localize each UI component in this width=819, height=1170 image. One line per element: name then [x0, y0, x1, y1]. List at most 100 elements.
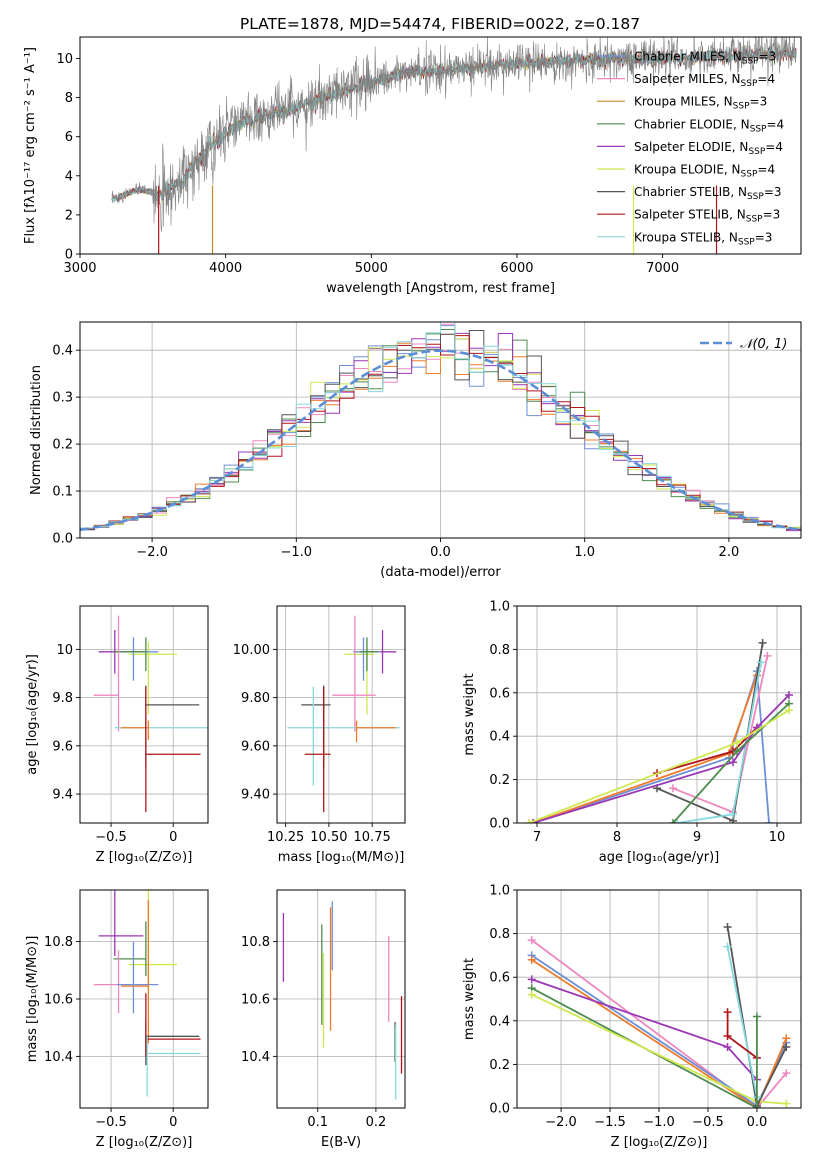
weight_vs_Z-xtick-label: −0.5	[692, 1115, 724, 1130]
mass_vs_Z-plot-area	[93, 890, 201, 1097]
mass-weight-marker	[752, 1012, 761, 1021]
mass-weight-marker	[765, 819, 773, 823]
mass-weight-line	[656, 642, 764, 823]
mass-weight-marker	[763, 651, 772, 660]
weight_vs_Z-plot-area	[527, 923, 791, 1108]
mass_vs_Z-ylabel: mass [log₁₀(M/M⊙)]	[25, 936, 40, 1063]
mass_vs_ebv-ytick-label: 10.4	[241, 1050, 270, 1065]
weight_vs_age-ytick-label: 1.0	[489, 600, 510, 615]
age_vs_Z-ytick-label: 9.8	[52, 691, 73, 706]
age_vs_mass-xtick-label: 10.75	[354, 830, 391, 845]
weight_vs_age-frame	[516, 605, 802, 824]
weight_vs_age-xtick-label: 8	[613, 830, 621, 845]
weight_vs_age-ytick-label: 0.4	[489, 730, 510, 745]
mass-weight-marker	[758, 638, 767, 647]
errorbar-point	[145, 1019, 200, 1065]
mass-weight-marker	[529, 819, 537, 823]
legend-entry-nssp: =4	[765, 140, 783, 154]
legend-entry: Salpeter MILES, NSSP=4	[634, 72, 775, 89]
legend-entry-name: Kroupa ELODIE, N	[634, 163, 741, 177]
residuals-ytick-label: 0.3	[52, 391, 73, 406]
residuals-ytick-label: 0.2	[52, 438, 73, 453]
mass_vs_ebv-xtick-label: 0.1	[307, 1115, 328, 1130]
residuals-xtick-label: 1.0	[574, 545, 595, 560]
legend-entry-subscript: SSP	[738, 237, 755, 247]
mass-weight-line	[532, 675, 758, 823]
weight_vs_age-xlabel: age [log₁₀(age/yr)]	[599, 850, 720, 865]
legend-entry-subscript: SSP	[733, 102, 750, 112]
residuals-xtick-label: 2.0	[719, 545, 740, 560]
age_vs_mass-plot-area	[287, 615, 400, 813]
spectrum-ytick-label: 8	[65, 91, 73, 106]
mass_vs_ebv-ytick-label: 10.6	[241, 993, 270, 1008]
age_vs_mass-frame	[276, 605, 406, 824]
errorbar-point	[128, 642, 177, 715]
spectrum-xtick-label: 3000	[63, 261, 96, 276]
mass-weight-marker	[723, 1042, 732, 1051]
weight_vs_age-ylabel: mass weight	[462, 673, 477, 755]
age_vs_Z-frame	[79, 605, 209, 824]
legend-entry-name: Salpeter MILES, N	[634, 72, 741, 86]
legend-entry-subscript: SSP	[747, 192, 764, 202]
mass-weight-marker	[785, 706, 793, 715]
weight_vs_age-ytick-label: 0.8	[489, 643, 510, 658]
spectrum-xlabel: wavelength [Angstrom, rest frame]	[326, 281, 555, 296]
age_vs_Z-ytick-label: 9.4	[52, 788, 73, 803]
legend-entry-nssp: =4	[757, 72, 775, 86]
mass_vs_Z-panel: −0.5 0 10.4 10.6 10.8 Z [log₁₀(Z/Z⊙)] mass [lo…	[25, 889, 209, 1150]
age_vs_Z-plot-area	[93, 615, 208, 813]
spectrum-xtick-label: 7000	[646, 261, 679, 276]
legend-entry-name: Kroupa MILES, N	[634, 95, 733, 109]
spectrum-ylabel: Flux [fλ10⁻¹⁷ erg cm⁻² s⁻¹ A⁻¹]	[23, 47, 38, 244]
residuals-xtick-label: −1.0	[281, 545, 313, 560]
mass-weight-marker	[527, 990, 536, 999]
weight_vs_age-plot-area	[525, 638, 793, 823]
mass-weight-marker	[757, 658, 765, 667]
age_vs_Z-panel: −0.5 0 9.4 9.6 9.8 10 Z [log₁₀(Z/Z⊙)] age [log₁…	[25, 605, 209, 865]
spectrum-ytick-label: 6	[65, 130, 73, 145]
legend-entry-name: Chabrier STELIB, N	[634, 185, 747, 199]
age_vs_mass-ytick-label: 9.40	[241, 788, 270, 803]
spectrum-ytick-label: 10	[56, 52, 73, 67]
legend-entry-nssp: =3	[759, 50, 777, 64]
legend-entry-subscript: SSP	[742, 57, 759, 67]
residuals-xtick-label: −2.0	[136, 545, 168, 560]
weight_vs_age-ytick-label: 0.6	[489, 686, 510, 701]
mass_vs_ebv-plot-area	[282, 901, 403, 1100]
legend-entry-subscript: SSP	[748, 147, 765, 157]
weight_vs_Z-panel: −2.0 −1.5 −1.0 −0.5 0.0 0.0 0.2 0.4 0.6 0.8 1.0 Z […	[462, 884, 802, 1150]
legend-entry: Kroupa ELODIE, NSSP=4	[634, 163, 775, 180]
mass-weight-marker	[752, 1104, 761, 1108]
legend-entry-nssp: =3	[750, 95, 768, 109]
mass-weight-marker	[723, 1032, 732, 1041]
age_vs_mass-ytick-label: 10.00	[233, 643, 270, 658]
legend-entry-name: Salpeter STELIB, N	[634, 208, 746, 222]
age_vs_mass-panel: 10.25 10.50 10.75 9.40 9.60 9.80 10.00 mass [lo…	[233, 605, 406, 865]
figure-title: PLATE=1878, MJD=54474, FIBERID=0022, z=0…	[240, 15, 640, 33]
weight_vs_age-xtick-label: 10	[769, 830, 786, 845]
residuals-plot-area	[80, 322, 801, 532]
weight_vs_Z-xtick-label: −2.0	[545, 1115, 577, 1130]
residuals-ylabel: Normed distribution	[29, 365, 44, 495]
residuals-ytick-label: 0.1	[52, 485, 73, 500]
errorbar-point	[93, 615, 120, 732]
weight_vs_Z-ytick-label: 1.0	[489, 884, 510, 899]
mass-weight-marker	[782, 1034, 791, 1043]
spectrum-panel: 3000 4000 5000 6000 7000 0 2 4 6 8 10 wavelength [A…	[23, 36, 802, 296]
weight_vs_Z-ytick-label: 0.8	[489, 927, 510, 942]
residuals-legend-label: 𝒩(0, 1)	[740, 337, 787, 352]
errorbar-point	[128, 890, 177, 994]
errorbar-point	[146, 1036, 201, 1097]
spectrum-ytick-label: 2	[65, 208, 73, 223]
age_vs_mass-ytick-label: 9.80	[241, 691, 270, 706]
errorbar-point	[121, 900, 149, 1044]
errorbar-point	[98, 890, 144, 956]
mass-weight-marker	[525, 819, 533, 823]
spectrum-ytick-label: 0	[65, 248, 73, 263]
mass-weight-line	[532, 670, 770, 823]
mass_vs_ebv-xlabel: E(B-V)	[321, 1135, 361, 1150]
residual-histogram-step	[80, 322, 801, 529]
weight_vs_Z-ytick-label: 0.0	[489, 1102, 510, 1117]
weight_vs_age-xtick-label: 9	[693, 830, 701, 845]
